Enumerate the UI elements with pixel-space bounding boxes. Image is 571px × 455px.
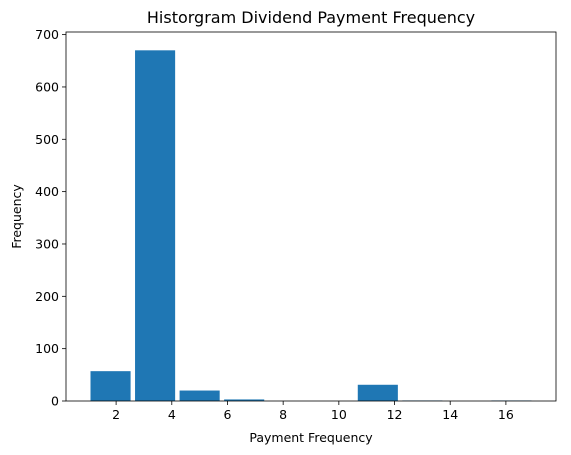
y-tick-label: 400	[35, 184, 59, 199]
bars-group	[90, 50, 532, 401]
histogram-bar	[179, 390, 220, 401]
y-tick-label: 500	[35, 132, 59, 147]
y-tick-label: 600	[35, 79, 59, 94]
x-tick-label: 16	[498, 407, 514, 422]
x-tick-label: 4	[168, 407, 176, 422]
histogram-bar	[90, 371, 131, 401]
chart-title: Historgram Dividend Payment Frequency	[147, 8, 475, 27]
y-axis-label: Frequency	[9, 184, 24, 249]
histogram-bar	[224, 399, 265, 401]
y-tick-label: 200	[35, 289, 59, 304]
x-tick-label: 6	[224, 407, 232, 422]
y-tick-label: 100	[35, 341, 59, 356]
plot-frame	[65, 31, 557, 402]
x-tick-label: 10	[331, 407, 347, 422]
y-tick-label: 700	[35, 27, 59, 42]
histogram-bar	[357, 384, 398, 401]
histogram-bar	[135, 50, 176, 401]
x-tick-label: 14	[442, 407, 458, 422]
x-tick-label: 12	[387, 407, 403, 422]
x-axis-label: Payment Frequency	[249, 430, 373, 445]
y-axis-ticks: 0 100 200 300 400 500 600 700	[35, 27, 66, 409]
x-tick-label: 2	[112, 407, 120, 422]
x-tick-label: 8	[279, 407, 287, 422]
y-tick-label: 300	[35, 236, 59, 251]
y-tick-label: 0	[51, 394, 59, 409]
x-axis-ticks: 2 4 6 8 10 12 14 16	[112, 401, 514, 422]
